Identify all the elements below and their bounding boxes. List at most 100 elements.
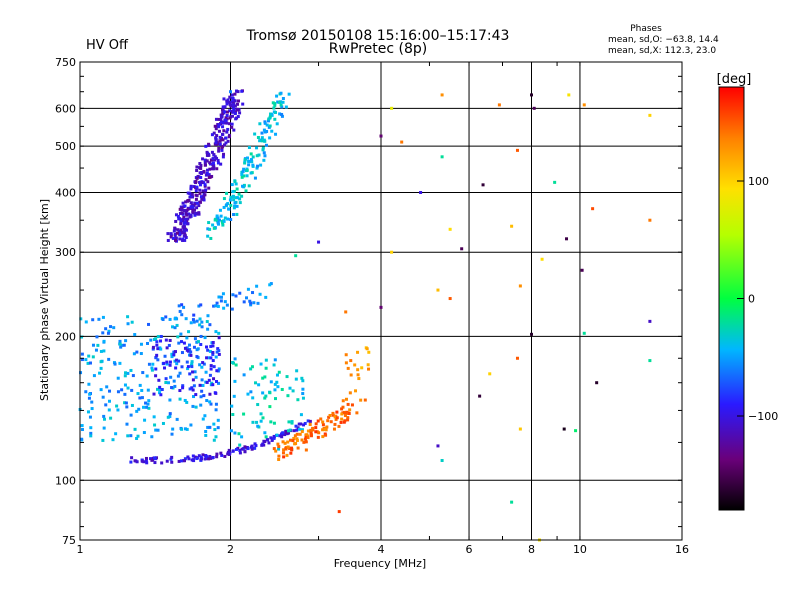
data-point: [298, 427, 302, 431]
data-point: [202, 181, 206, 185]
data-point: [333, 422, 337, 426]
data-point: [582, 331, 586, 335]
y-tick-label: 75: [62, 534, 76, 547]
data-point: [274, 132, 278, 136]
data-point: [133, 333, 137, 337]
data-point: [219, 214, 223, 218]
data-point: [217, 352, 221, 356]
data-point: [436, 444, 440, 448]
data-point: [235, 107, 239, 111]
data-point: [173, 227, 177, 231]
data-point: [287, 420, 291, 424]
data-point: [208, 323, 212, 327]
x-axis-label: Frequency [MHz]: [334, 557, 426, 570]
data-point: [191, 318, 195, 322]
data-point: [165, 360, 169, 364]
data-point: [245, 174, 249, 178]
data-point: [204, 433, 208, 437]
y-tick-label: 100: [55, 474, 76, 487]
data-point: [166, 232, 170, 236]
data-point: [192, 345, 196, 349]
data-point: [123, 392, 127, 396]
data-point: [343, 414, 347, 418]
data-point: [580, 268, 584, 272]
data-point: [233, 431, 237, 435]
data-point: [366, 363, 370, 367]
data-point: [181, 386, 185, 390]
data-point: [204, 430, 208, 434]
data-point: [207, 175, 211, 179]
data-point: [256, 403, 260, 407]
data-point: [147, 322, 151, 326]
x-tick-label: 2: [227, 543, 234, 556]
y-tick-labels: 75 100 200 300 400 500 600 750: [55, 56, 76, 547]
x-tick-labels: 1 2 4 6 8 10 16: [77, 543, 690, 556]
data-point: [183, 204, 187, 208]
data-point: [208, 425, 212, 429]
data-point: [136, 434, 140, 438]
data-point: [193, 208, 197, 212]
data-point: [216, 142, 220, 146]
data-point: [164, 315, 168, 319]
data-point: [97, 317, 101, 321]
data-point: [203, 336, 207, 340]
data-point: [574, 429, 578, 433]
data-point: [232, 213, 236, 217]
data-point: [259, 412, 263, 416]
data-point: [231, 103, 235, 107]
data-point: [208, 392, 212, 396]
data-point: [281, 96, 285, 100]
data-point: [268, 405, 272, 409]
data-point: [151, 345, 155, 349]
data-point: [135, 436, 139, 440]
data-points: [78, 89, 652, 542]
data-point: [226, 452, 230, 456]
data-point: [176, 335, 180, 339]
data-point: [190, 458, 194, 462]
data-point: [214, 117, 218, 121]
data-point: [274, 449, 278, 453]
data-point: [178, 211, 182, 215]
data-point: [149, 457, 153, 461]
data-point: [289, 438, 293, 442]
data-point: [269, 380, 273, 384]
data-point: [166, 415, 170, 419]
data-point: [287, 92, 291, 96]
data-point: [231, 190, 235, 194]
data-point: [191, 205, 195, 209]
data-point: [224, 136, 228, 140]
data-point: [264, 366, 268, 370]
data-point: [188, 347, 192, 351]
data-point: [265, 123, 269, 127]
data-point: [99, 366, 103, 370]
data-point: [159, 339, 163, 343]
data-point: [284, 105, 288, 109]
data-point: [309, 431, 313, 435]
data-point: [236, 115, 240, 119]
data-point: [222, 306, 226, 310]
data-point: [199, 195, 203, 199]
data-point: [225, 99, 229, 103]
data-point: [235, 212, 239, 216]
data-point: [79, 317, 83, 321]
data-point: [133, 459, 137, 463]
data-point: [273, 117, 277, 121]
data-point: [269, 112, 273, 116]
data-point: [269, 420, 273, 424]
data-point: [198, 166, 202, 170]
data-point: [187, 343, 191, 347]
data-point: [183, 238, 187, 242]
data-point: [130, 403, 134, 407]
data-point: [179, 222, 183, 226]
data-point: [247, 163, 251, 167]
data-point: [365, 347, 369, 351]
data-point: [230, 307, 234, 311]
data-point: [118, 339, 122, 343]
data-point: [201, 417, 205, 421]
data-point: [95, 335, 99, 339]
data-point: [263, 154, 267, 158]
data-point: [156, 428, 160, 432]
data-point: [206, 180, 210, 184]
data-point: [331, 411, 335, 415]
data-point: [185, 360, 189, 364]
